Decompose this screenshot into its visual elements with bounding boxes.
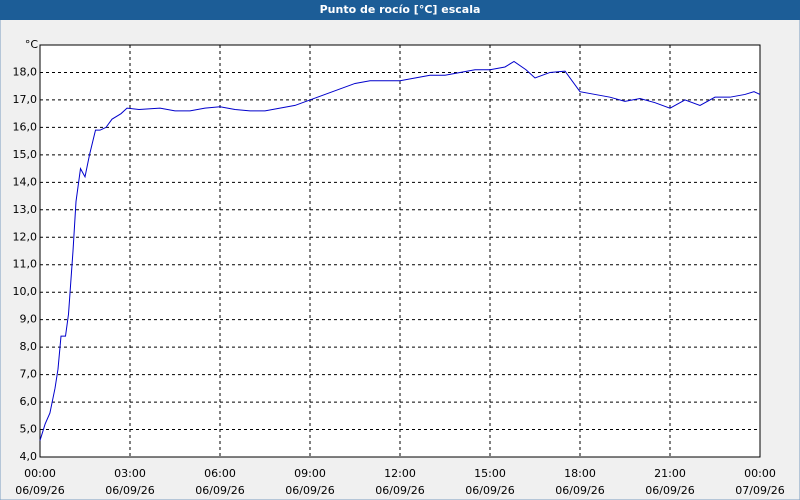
data-line xyxy=(39,60,761,441)
x-tick-date: 06/09/26 xyxy=(645,484,694,497)
title-bar xyxy=(0,0,800,20)
y-tick-label: 16,0 xyxy=(13,120,38,133)
y-tick-label: 14,0 xyxy=(13,175,38,188)
y-tick-label: 10,0 xyxy=(13,285,38,298)
y-tick-label: 7,0 xyxy=(20,368,38,381)
x-tick-label: 15:00 xyxy=(474,467,506,480)
x-tick-date: 06/09/26 xyxy=(555,484,604,497)
x-tick-label: 21:00 xyxy=(654,467,686,480)
chart-title: Punto de rocío [°C] escala xyxy=(320,3,481,16)
x-tick-label: 03:00 xyxy=(114,467,146,480)
y-tick-label: 17,0 xyxy=(13,93,38,106)
y-unit: °C xyxy=(25,38,39,51)
y-tick-label: 9,0 xyxy=(20,313,38,326)
x-tick-date: 06/09/26 xyxy=(465,484,514,497)
x-tick-date: 06/09/26 xyxy=(15,484,64,497)
x-tick-label: 18:00 xyxy=(564,467,596,480)
x-tick-label: 00:00 xyxy=(24,467,56,480)
x-tick-date: 06/09/26 xyxy=(285,484,334,497)
x-tick-date: 06/09/26 xyxy=(105,484,154,497)
y-tick-label: 13,0 xyxy=(13,203,38,216)
x-tick-label: 09:00 xyxy=(294,467,326,480)
y-tick-label: 5,0 xyxy=(20,423,38,436)
y-tick-label: 4,0 xyxy=(20,450,38,463)
x-tick-date: 06/09/26 xyxy=(375,484,424,497)
y-tick-label: 8,0 xyxy=(20,340,38,353)
x-tick-label: 00:00 xyxy=(744,467,776,480)
y-tick-label: 12,0 xyxy=(13,230,38,243)
y-tick-label: 18,0 xyxy=(13,65,38,78)
x-tick-date: 06/09/26 xyxy=(195,484,244,497)
x-tick-date: 07/09/26 xyxy=(735,484,784,497)
y-tick-label: 15,0 xyxy=(13,148,38,161)
x-tick-label: 12:00 xyxy=(384,467,416,480)
y-tick-label: 6,0 xyxy=(20,395,38,408)
x-tick-label: 06:00 xyxy=(204,467,236,480)
y-tick-label: 11,0 xyxy=(13,258,38,271)
